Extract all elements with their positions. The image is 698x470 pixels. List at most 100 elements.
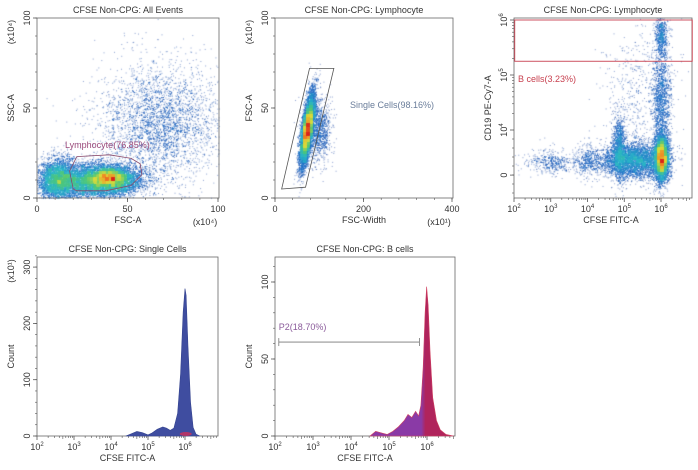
x-tick-label: 104 <box>104 442 118 452</box>
y-tick-label: 0 <box>499 173 509 178</box>
x-axis-label: CFSE FITC-A <box>100 453 156 463</box>
x-tick-label: 105 <box>382 442 396 452</box>
y-tick-label: 0 <box>22 433 32 438</box>
x-tick-label: 106 <box>420 442 434 452</box>
x-tick-label: 105 <box>141 442 155 452</box>
y-tick-label: 50 <box>260 103 270 113</box>
y-tick-label: 100 <box>260 274 270 289</box>
x-tick-label: 104 <box>344 442 358 452</box>
x-tick-label: 0 <box>34 204 39 214</box>
x-tick-label: 106 <box>178 442 192 452</box>
x-tick-label: 102 <box>30 442 44 452</box>
y-multiplier: (x10¹) <box>6 259 16 283</box>
y-tick-label-base: 50 <box>260 354 270 364</box>
x-tick-label-base: 10 <box>382 442 392 452</box>
y-tick-label-base: 100 <box>22 10 32 25</box>
x-tick-label-base: 50 <box>122 204 132 214</box>
x-tick-label-base: 400 <box>444 204 459 214</box>
x-tick-label-base: 10 <box>507 204 517 214</box>
x-tick-label: 103 <box>544 204 558 214</box>
x-tick-label-exponent: 3 <box>316 442 320 448</box>
x-tick-label: 200 <box>356 204 371 214</box>
x-multiplier: (x10¹) <box>427 217 451 227</box>
x-tick-label-base: 10 <box>544 204 554 214</box>
x-tick-label: 105 <box>618 204 632 214</box>
y-tick-label: 105 <box>499 68 509 82</box>
y-tick-label-base: 0 <box>499 173 509 178</box>
plot-title: CFSE Non-CPG: Lymphocyte <box>305 5 424 15</box>
x-tick-label-exponent: 6 <box>664 204 668 210</box>
y-tick-label-exponent: 5 <box>499 68 505 72</box>
y-tick-label-exponent: 4 <box>499 123 505 127</box>
x-tick-label-base: 10 <box>67 442 77 452</box>
y-tick-label-base: 300 <box>22 260 32 275</box>
y-tick-label-base: 0 <box>260 433 270 438</box>
y-tick-label-base: 0 <box>260 195 270 200</box>
gate-polygon <box>281 68 335 190</box>
plot-frame <box>36 17 220 199</box>
x-tick-label: 50 <box>122 204 132 214</box>
y-tick-label: 300 <box>22 260 32 275</box>
x-tick-label: 103 <box>306 442 320 452</box>
plot-title: CFSE Non-CPG: Single Cells <box>68 244 187 254</box>
y-tick-label-base: 50 <box>260 103 270 113</box>
y-axis-label: FSC-A <box>244 95 254 122</box>
x-tick-label-exponent: 3 <box>77 442 81 448</box>
x-tick-label-base: 10 <box>268 442 278 452</box>
x-tick-label-exponent: 4 <box>354 442 358 448</box>
x-tick-label-exponent: 6 <box>188 442 192 448</box>
x-tick-label-base: 200 <box>356 204 371 214</box>
plot-title: CFSE Non-CPG: B cells <box>316 244 414 254</box>
gate-polygon <box>69 154 143 192</box>
y-multiplier: (x10⁴) <box>6 20 16 44</box>
x-tick-label-base: 0 <box>272 204 277 214</box>
x-tick-label: 102 <box>507 204 521 214</box>
y-axis-label: SSC-A <box>6 94 16 122</box>
y-tick-label-base: 0 <box>22 195 32 200</box>
y-tick-label: 50 <box>260 354 270 364</box>
gate-label: P2(18.70%) <box>279 322 327 332</box>
x-tick-label-base: 10 <box>141 442 151 452</box>
x-tick-label-base: 10 <box>344 442 354 452</box>
y-tick-label-base: 200 <box>22 316 32 331</box>
x-tick-label: 100 <box>210 204 225 214</box>
gate-label: Lymphocyte(76.85%) <box>65 140 150 150</box>
plot-frame <box>513 17 693 199</box>
x-tick-label-base: 10 <box>654 204 664 214</box>
plot-title: CFSE Non-CPG: Lymphocyte <box>544 5 663 15</box>
y-tick-label: 106 <box>499 13 509 27</box>
x-tick-label-base: 10 <box>581 204 591 214</box>
x-axis-label: CFSE FITC-A <box>337 453 393 463</box>
y-tick-label: 200 <box>22 316 32 331</box>
x-tick-label-base: 0 <box>34 204 39 214</box>
x-tick-label: 103 <box>67 442 81 452</box>
x-multiplier: (x10⁴) <box>193 217 217 227</box>
x-tick-label-exponent: 5 <box>151 442 155 448</box>
gate-rectangle <box>514 19 693 62</box>
y-tick-label: 100 <box>22 10 32 25</box>
histogram-area <box>125 288 200 437</box>
x-axis-label: FSC-Width <box>342 215 386 225</box>
x-tick-label: 400 <box>444 204 459 214</box>
y-tick-label-exponent: 6 <box>499 13 505 17</box>
y-axis-label: CD19 PE-Cy7-A <box>483 75 493 141</box>
gate-label: Single Cells(98.16%) <box>350 100 434 110</box>
y-tick-label: 0 <box>22 195 32 200</box>
y-tick-label-base: 100 <box>260 10 270 25</box>
y-tick-label-base: 10 <box>499 17 509 27</box>
y-tick-label: 100 <box>22 372 32 387</box>
x-tick-label-base: 100 <box>210 204 225 214</box>
x-tick-label: 102 <box>268 442 282 452</box>
gate-label: B cells(3.23%) <box>518 74 576 84</box>
x-tick-label-exponent: 5 <box>628 204 632 210</box>
plot-p1: CFSE Non-CPG: All Events 0 50 100 0 50 100 FSC-… <box>6 5 226 227</box>
y-tick-label: 50 <box>22 103 32 113</box>
y-tick-label: 0 <box>260 433 270 438</box>
x-tick-label: 104 <box>581 204 595 214</box>
